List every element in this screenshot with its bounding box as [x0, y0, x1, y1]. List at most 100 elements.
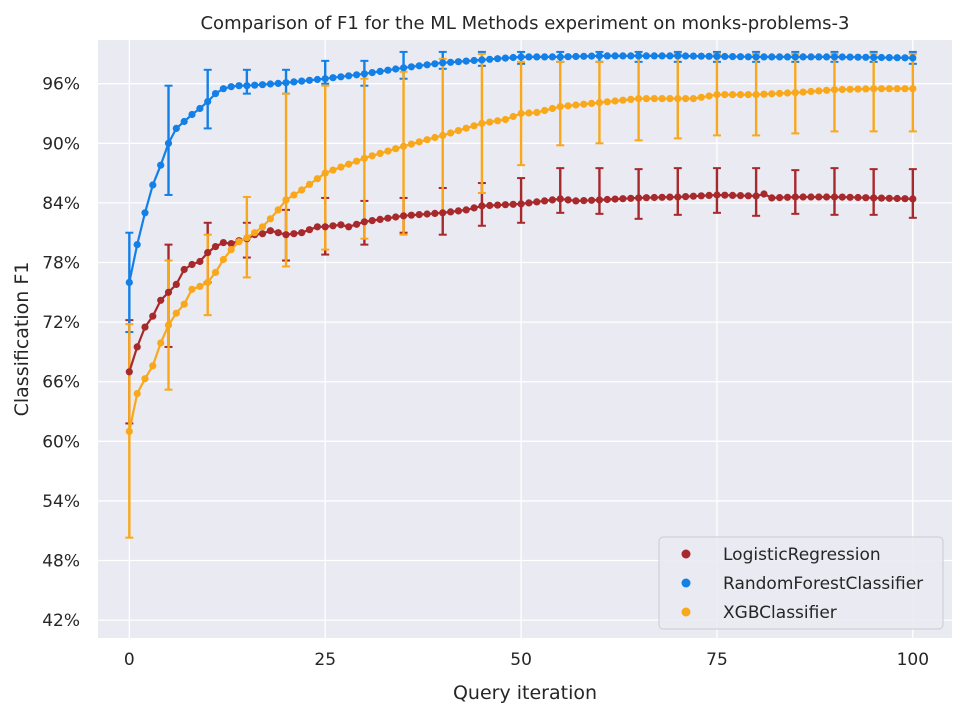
data-point: [642, 95, 651, 103]
data-point: [697, 93, 705, 101]
data-point: [611, 52, 619, 60]
data-point: [689, 192, 698, 200]
data-point: [721, 191, 729, 199]
x-tick-label: 100: [897, 650, 929, 670]
data-point: [603, 52, 611, 60]
data-point: [697, 192, 705, 200]
data-point: [783, 53, 792, 61]
data-point: [705, 52, 713, 60]
data-point: [337, 73, 345, 81]
data-point: [666, 52, 674, 60]
data-point: [893, 54, 901, 62]
data-point: [368, 152, 376, 160]
data-point: [658, 95, 666, 103]
data-point: [321, 223, 329, 231]
data-point: [682, 52, 690, 60]
data-point: [541, 106, 549, 115]
data-point: [305, 180, 314, 188]
data-point: [862, 53, 870, 61]
data-point: [188, 110, 196, 119]
data-point: [564, 53, 572, 61]
data-point: [251, 81, 259, 89]
data-point: [501, 115, 509, 124]
data-point: [901, 85, 909, 93]
data-point: [392, 65, 400, 73]
data-point: [133, 390, 141, 398]
data-point: [298, 229, 306, 237]
data-point: [415, 62, 423, 70]
data-point: [877, 194, 886, 202]
data-point: [729, 53, 737, 61]
data-point: [470, 56, 478, 65]
data-point: [211, 90, 220, 98]
data-point: [258, 81, 267, 89]
data-point: [619, 52, 627, 60]
data-point: [211, 268, 220, 276]
data-point: [329, 74, 337, 82]
data-point: [298, 77, 306, 85]
data-point: [243, 234, 251, 242]
data-point: [752, 91, 760, 99]
data-point: [164, 321, 173, 329]
data-point: [470, 122, 478, 130]
data-point: [885, 54, 893, 62]
data-point: [157, 296, 165, 304]
data-point: [509, 200, 517, 208]
data-point: [486, 55, 494, 63]
data-point: [650, 95, 658, 103]
y-tick-label: 66%: [42, 373, 80, 393]
axis-ticks: 0 25 50 75 100 42% 48% 54% 60% 66% 72% 78% 84% 90% 96%: [42, 75, 929, 670]
data-point: [423, 136, 431, 144]
data-point: [478, 202, 486, 210]
data-point: [556, 195, 564, 203]
data-point: [736, 192, 745, 200]
data-point: [392, 145, 400, 153]
data-point: [603, 195, 611, 204]
data-point: [509, 53, 517, 62]
data-point: [454, 127, 462, 135]
data-point: [400, 142, 408, 150]
data-point: [235, 82, 243, 90]
data-point: [541, 197, 549, 205]
data-point: [619, 195, 627, 203]
data-point: [454, 58, 462, 66]
data-point: [290, 230, 298, 238]
data-point: [227, 240, 235, 248]
data-point: [196, 257, 204, 266]
data-point: [776, 194, 784, 202]
data-point: [580, 197, 588, 205]
legend-entry: XGBClassifier: [723, 603, 837, 623]
data-point: [180, 300, 188, 308]
data-point: [125, 427, 133, 435]
data-point: [337, 221, 345, 229]
data-point: [337, 163, 345, 171]
data-point: [854, 85, 862, 93]
data-point: [650, 52, 658, 60]
data-point: [909, 195, 917, 203]
data-point: [744, 91, 752, 99]
data-point: [572, 101, 580, 109]
data-point: [486, 201, 494, 210]
data-point: [642, 194, 651, 202]
data-point: [611, 97, 619, 105]
data-point: [564, 196, 572, 204]
data-point: [901, 54, 909, 62]
data-point: [423, 61, 431, 69]
data-point: [517, 53, 525, 61]
data-point: [595, 52, 604, 60]
data-point: [635, 194, 643, 202]
data-point: [666, 193, 674, 201]
data-point: [689, 95, 698, 103]
data-point: [815, 87, 823, 95]
data-point: [611, 195, 619, 203]
data-point: [909, 54, 917, 62]
data-point: [807, 53, 815, 61]
data-point: [384, 147, 392, 155]
data-point: [274, 229, 282, 237]
data-point: [368, 69, 376, 77]
data-point: [478, 119, 486, 127]
series-LogisticRegression: [125, 190, 917, 376]
x-tick-label: 0: [124, 650, 135, 670]
data-point: [556, 103, 564, 111]
data-point: [533, 108, 541, 117]
